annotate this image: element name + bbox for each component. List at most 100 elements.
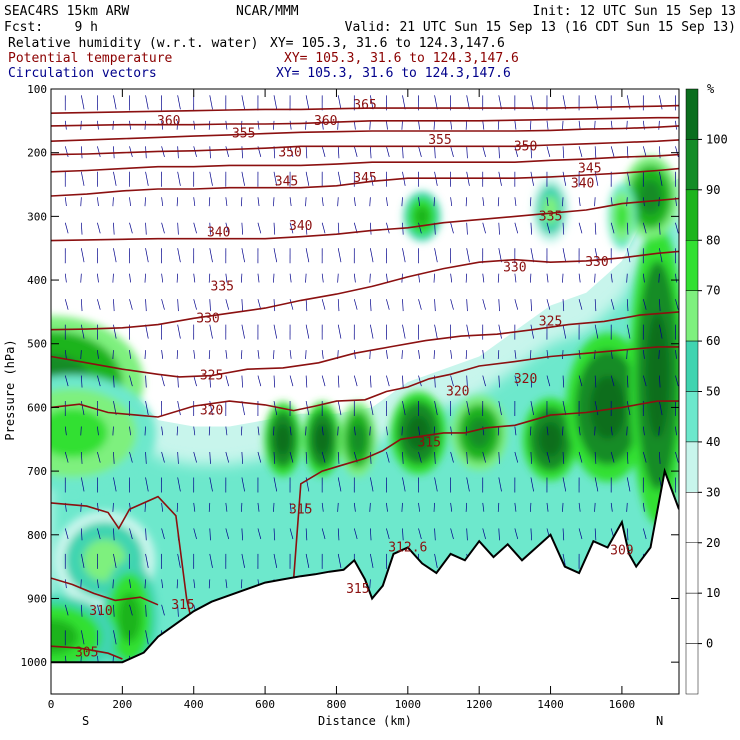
terrain-surface-line (51, 467, 679, 664)
vector-arrow (369, 579, 371, 589)
vector-arrow (273, 375, 276, 388)
vector-arrow (433, 350, 435, 360)
colorbar-label: 30 (706, 485, 720, 499)
vector-arrow (530, 375, 532, 388)
vector-arrow (497, 273, 500, 283)
vector-arrow (97, 426, 99, 436)
vector-arrow (659, 299, 661, 312)
vector-arrow (482, 120, 485, 130)
vector-arrow (386, 426, 388, 436)
terrain-fill (51, 471, 679, 694)
vector-arrow (642, 375, 647, 387)
vector-arrow (450, 299, 454, 310)
vector-arrow (578, 502, 581, 512)
vector-arrow (402, 528, 404, 541)
x-axis-label: Distance (km) (318, 714, 412, 728)
vector-arrow (498, 222, 500, 235)
vector-arrow (208, 120, 211, 130)
colorbar-swatch (685, 290, 699, 342)
vector-arrow (80, 451, 83, 464)
vector-arrow (112, 273, 114, 283)
vector-arrow (289, 375, 294, 387)
vector-arrow (112, 579, 114, 589)
colorbar-swatch (685, 643, 699, 695)
vector-arrow (498, 528, 500, 541)
vector-arrow (193, 222, 197, 234)
vector-arrow (129, 426, 131, 436)
vector-arrow (80, 350, 82, 360)
colorbar-label: 80 (706, 233, 720, 247)
vector-arrow (594, 222, 597, 235)
vector-arrow (289, 273, 292, 283)
vector-arrow (273, 299, 276, 312)
vector-arrow (353, 197, 356, 207)
theta-label: 350 (514, 139, 537, 154)
vector-arrow (626, 197, 628, 207)
vector-arrow (225, 350, 228, 359)
field-rh-name: Relative humidity (w.r.t. water) (8, 36, 258, 51)
vector-arrow (321, 451, 326, 463)
vector-arrow (145, 171, 149, 186)
vector-arrow (514, 222, 519, 234)
vector-arrow (161, 528, 165, 540)
vector-arrow (289, 502, 292, 512)
vector-arrow (240, 350, 243, 360)
vector-arrow (337, 502, 339, 512)
vector-arrow (418, 451, 422, 463)
vector-arrow (144, 197, 146, 207)
vector-arrow (465, 350, 468, 360)
vector-arrow (610, 375, 615, 387)
vector-arrow (578, 375, 583, 387)
vector-arrow (530, 324, 534, 339)
vector-arrow (546, 197, 549, 207)
vector-arrow (80, 222, 83, 235)
vector-arrow (225, 375, 230, 387)
vector-arrow (321, 299, 326, 310)
vector-arrow (450, 120, 453, 130)
vector-arrow (161, 502, 164, 512)
vector-arrow (241, 248, 245, 263)
theta-contour-315 (51, 495, 202, 663)
vector-arrow (64, 528, 69, 540)
vector-arrow (321, 528, 326, 540)
vector-arrow (562, 248, 567, 263)
vector-arrow (225, 299, 230, 310)
vector-arrow (80, 197, 82, 207)
vector-arrow (193, 350, 196, 359)
vector-arrow (177, 477, 181, 492)
vector-arrow (209, 553, 213, 568)
rh-blob-core (538, 421, 563, 457)
vector-arrow (273, 477, 278, 492)
vector-arrow (626, 350, 628, 360)
theta-label: 320 (514, 372, 537, 387)
vector-arrow (658, 273, 660, 283)
vector-arrow (257, 528, 262, 540)
theta-label: 355 (428, 133, 451, 148)
vector-arrow (208, 273, 211, 283)
vector-arrow (64, 350, 67, 359)
vector-arrow (305, 171, 310, 186)
vector-arrow (434, 248, 438, 263)
vector-arrow (626, 400, 631, 416)
vector-arrow (626, 426, 628, 436)
vector-arrow (193, 146, 197, 157)
vector-arrow (482, 146, 486, 157)
x-tick-label: 800 (327, 698, 347, 711)
vector-arrow (209, 299, 211, 312)
vector-arrow (675, 273, 677, 283)
vector-arrow (659, 324, 663, 339)
vector-arrow (241, 222, 243, 235)
vector-arrow (64, 273, 67, 283)
terrain (51, 467, 679, 694)
vector-arrow (658, 350, 660, 360)
vector-arrow (241, 400, 245, 416)
vector-arrow (305, 451, 308, 464)
theta-contour-360 (51, 116, 679, 127)
vector-arrow (273, 324, 278, 339)
colorbar-label: 60 (706, 334, 720, 348)
vector-arrow (450, 528, 454, 540)
vector-arrow (642, 222, 647, 234)
vector-arrow (530, 95, 534, 110)
vector-arrow (626, 324, 631, 339)
vector-arrow (97, 146, 101, 157)
